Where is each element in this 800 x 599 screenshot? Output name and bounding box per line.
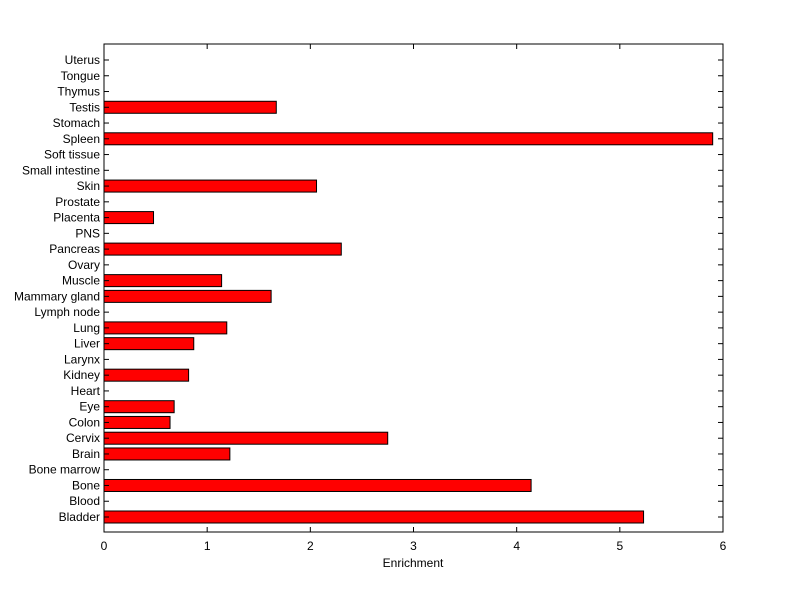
y-tick-label-lymph-node: Lymph node (34, 305, 100, 319)
y-tick-label-lung: Lung (73, 321, 100, 335)
bar-cervix (103, 431, 389, 445)
y-tick-label-bone: Bone (72, 478, 100, 492)
bars-group (103, 100, 714, 524)
x-tick-label-6: 6 (720, 539, 727, 553)
y-tick-label-muscle: Muscle (62, 274, 100, 288)
bar-colon (103, 415, 171, 429)
bar-eye (103, 400, 175, 414)
y-tick-label-bone-marrow: Bone marrow (29, 463, 101, 477)
bar-muscle (103, 274, 223, 288)
bar-pancreas (103, 242, 342, 256)
x-tick-label-4: 4 (513, 539, 520, 553)
x-tick-label-5: 5 (616, 539, 623, 553)
bar-bladder (103, 510, 645, 524)
bar-mammary-gland (103, 289, 272, 303)
bar-bone (103, 478, 532, 492)
y-tick-label-stomach: Stomach (53, 116, 100, 130)
y-tick-label-skin: Skin (77, 179, 100, 193)
x-tick-labels: 0 1 2 3 4 5 6 (101, 539, 727, 553)
y-tick-label-pancreas: Pancreas (49, 242, 100, 256)
y-tick-label-blood: Blood (69, 494, 100, 508)
y-tick-label-kidney: Kidney (63, 368, 100, 382)
y-tick-label-liver: Liver (74, 337, 100, 351)
bar-placenta (103, 211, 155, 225)
x-tick-label-3: 3 (410, 539, 417, 553)
y-tick-label-heart: Heart (71, 384, 101, 398)
y-tick-label-prostate: Prostate (55, 195, 100, 209)
y-tick-label-eye: Eye (79, 400, 100, 414)
bar-testis (103, 100, 277, 114)
bar-lung (103, 321, 228, 335)
y-tick-label-bladder: Bladder (59, 510, 100, 524)
bar-spleen (103, 132, 714, 146)
y-tick-label-ovary: Ovary (68, 258, 100, 272)
bar-brain (103, 447, 231, 461)
x-tick-label-0: 0 (101, 539, 108, 553)
y-tick-label-soft-tissue: Soft tissue (44, 148, 100, 162)
ticks-group (103, 44, 724, 532)
bar-skin (103, 179, 318, 193)
y-tick-label-tongue: Tongue (61, 69, 101, 83)
y-tick-label-uterus: Uterus (65, 53, 100, 67)
y-tick-label-thymus: Thymus (57, 85, 100, 99)
bar-kidney (103, 368, 190, 382)
x-tick-label-1: 1 (204, 539, 211, 553)
y-tick-label-spleen: Spleen (63, 132, 100, 146)
y-tick-label-pns: PNS (75, 226, 100, 240)
y-tick-label-larynx: Larynx (64, 352, 100, 366)
y-tick-label-small-intestine: Small intestine (22, 163, 100, 177)
y-tick-label-mammary-gland: Mammary gland (14, 289, 100, 303)
y-tick-label-placenta: Placenta (53, 211, 100, 225)
y-tick-label-testis: Testis (69, 100, 100, 114)
y-tick-label-colon: Colon (69, 415, 100, 429)
x-axis-label: Enrichment (383, 556, 444, 570)
y-tick-label-cervix: Cervix (66, 431, 100, 445)
bar-liver (103, 337, 195, 351)
y-tick-label-brain: Brain (72, 447, 100, 461)
x-tick-label-2: 2 (307, 539, 314, 553)
